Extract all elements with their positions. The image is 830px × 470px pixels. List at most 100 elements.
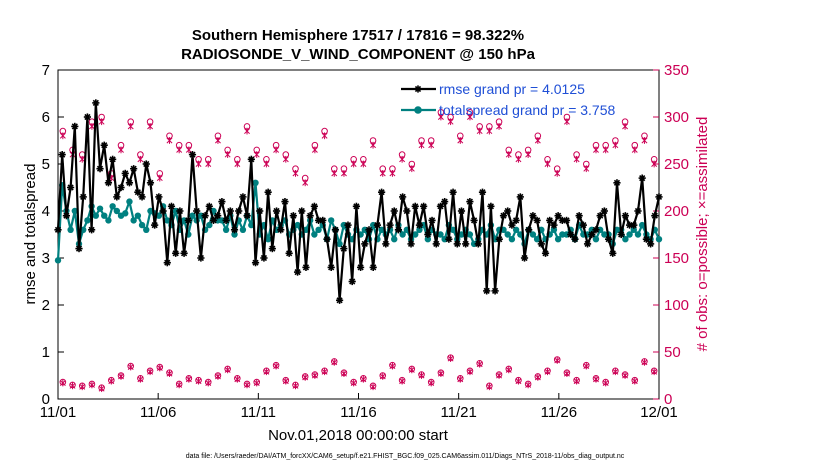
obs-assimilated-upper	[467, 113, 473, 121]
rmse-point	[575, 212, 583, 220]
y2-tick-label: 200	[664, 203, 689, 220]
obs-assimilated-upper	[486, 127, 493, 135]
rmse-point	[230, 226, 239, 234]
obs-assimilated-lower	[88, 381, 95, 389]
rmse-point	[104, 179, 113, 187]
obs-assimilated-upper	[515, 155, 522, 163]
obs-assimilated-lower	[428, 379, 435, 387]
rmse-point	[125, 179, 134, 187]
obs-assimilated-upper	[214, 137, 221, 144]
rmse-point	[491, 287, 499, 295]
obs-assimilated-upper	[554, 170, 561, 177]
y2-tick-label: 100	[664, 297, 689, 314]
rmse-point	[428, 216, 436, 224]
rmse-point	[424, 230, 432, 239]
spread-point	[96, 205, 104, 212]
obs-assimilated-upper	[641, 137, 648, 144]
legend-spread-label: totalspread grand pr = 3.758	[439, 102, 616, 118]
rmse-point	[83, 113, 92, 121]
obs-assimilated-lower	[69, 382, 76, 390]
spread-point	[554, 236, 562, 243]
rmse-point	[222, 216, 230, 224]
rmse-point	[567, 230, 575, 239]
y2-tick-label: 0	[664, 391, 672, 408]
rmse-point	[508, 221, 516, 229]
obs-assimilated-upper	[147, 123, 154, 130]
spread-point	[92, 212, 100, 219]
rmse-point	[529, 212, 537, 220]
rmse-point	[130, 165, 138, 173]
rmse-point	[474, 240, 482, 248]
obs-assimilated-upper	[166, 137, 173, 144]
rmse-point	[340, 245, 348, 253]
rmse-point	[235, 207, 243, 215]
rmse-point	[121, 169, 129, 177]
rmse-point	[285, 249, 293, 257]
obs-assimilated-upper	[631, 146, 638, 154]
spread-point	[84, 217, 91, 224]
obs-assimilated-upper	[79, 155, 86, 163]
obs-assimilated-lower	[205, 379, 212, 387]
obs-assimilated-lower	[302, 374, 309, 381]
spread-point	[126, 198, 133, 205]
rmse-point	[251, 259, 260, 267]
obs-assimilated-upper	[437, 113, 444, 121]
y-tick-label: 2	[42, 297, 50, 314]
legend: rmse grand pr = 4.0125 totalspread grand…	[401, 81, 616, 118]
obs-assimilated-lower	[59, 379, 66, 387]
spread-point	[130, 217, 137, 224]
obs-assimilated-upper	[379, 170, 386, 177]
obs-assimilated-upper	[602, 146, 609, 154]
obs-assimilated-upper	[505, 151, 512, 158]
rmse-point	[495, 235, 503, 243]
spread-point	[399, 231, 406, 238]
rmse-point	[562, 216, 571, 224]
obs-assimilated-lower	[253, 379, 260, 387]
rmse-point	[382, 240, 390, 248]
spread-point	[391, 236, 398, 243]
rmse-point	[71, 122, 79, 130]
spread-point	[416, 226, 423, 233]
obs-assimilated-upper	[496, 123, 503, 130]
obs-assimilated-lower	[573, 377, 580, 385]
spread-point	[101, 212, 108, 219]
rmse-point	[420, 202, 428, 210]
obs-assimilated-upper	[457, 137, 464, 144]
rmse-point	[226, 207, 234, 215]
legend-rmse-marker	[414, 85, 422, 93]
right-y-axis: 0 50 100 150 200 250 300 350	[653, 62, 689, 408]
spread-point	[189, 212, 196, 219]
obs-assimilated-upper	[282, 155, 289, 163]
rmse-point	[109, 155, 117, 163]
obs-assimilated-lower	[544, 368, 551, 376]
spread-point	[626, 231, 633, 238]
rmse-point	[327, 263, 335, 271]
obs-assimilated-lower	[156, 364, 163, 372]
obs-assimilated-upper	[88, 123, 95, 130]
rmse-point	[390, 207, 398, 215]
obs-assimilated-upper	[408, 165, 415, 173]
rmse-point	[504, 207, 512, 215]
obs-assimilated-upper	[544, 160, 551, 168]
spread-point	[138, 221, 146, 229]
obs-assimilated-upper	[244, 127, 250, 135]
right-y-axis-label: # of obs: o=possible; ×=assimilated	[694, 117, 711, 352]
rmse-point	[554, 212, 562, 220]
rmse-point	[277, 226, 285, 234]
rmse-point	[92, 99, 100, 107]
rmse-point	[117, 183, 125, 192]
spread-point	[638, 221, 646, 229]
rmse-point	[180, 249, 188, 257]
obs-assimilated-lower	[244, 381, 250, 389]
x-tick-label: 11/26	[541, 404, 577, 421]
obs-assimilated-lower	[370, 383, 376, 391]
rmse-point	[256, 207, 264, 215]
obs-assimilated-lower	[602, 379, 609, 387]
y-tick-label: 5	[42, 156, 50, 173]
obs-assimilated-upper	[195, 160, 202, 168]
spread-point	[206, 221, 213, 229]
spread-point	[529, 231, 537, 238]
obs-assimilated-lower	[98, 385, 105, 393]
y2-tick-label: 150	[664, 250, 689, 267]
obs-assimilated-lower	[263, 368, 270, 376]
